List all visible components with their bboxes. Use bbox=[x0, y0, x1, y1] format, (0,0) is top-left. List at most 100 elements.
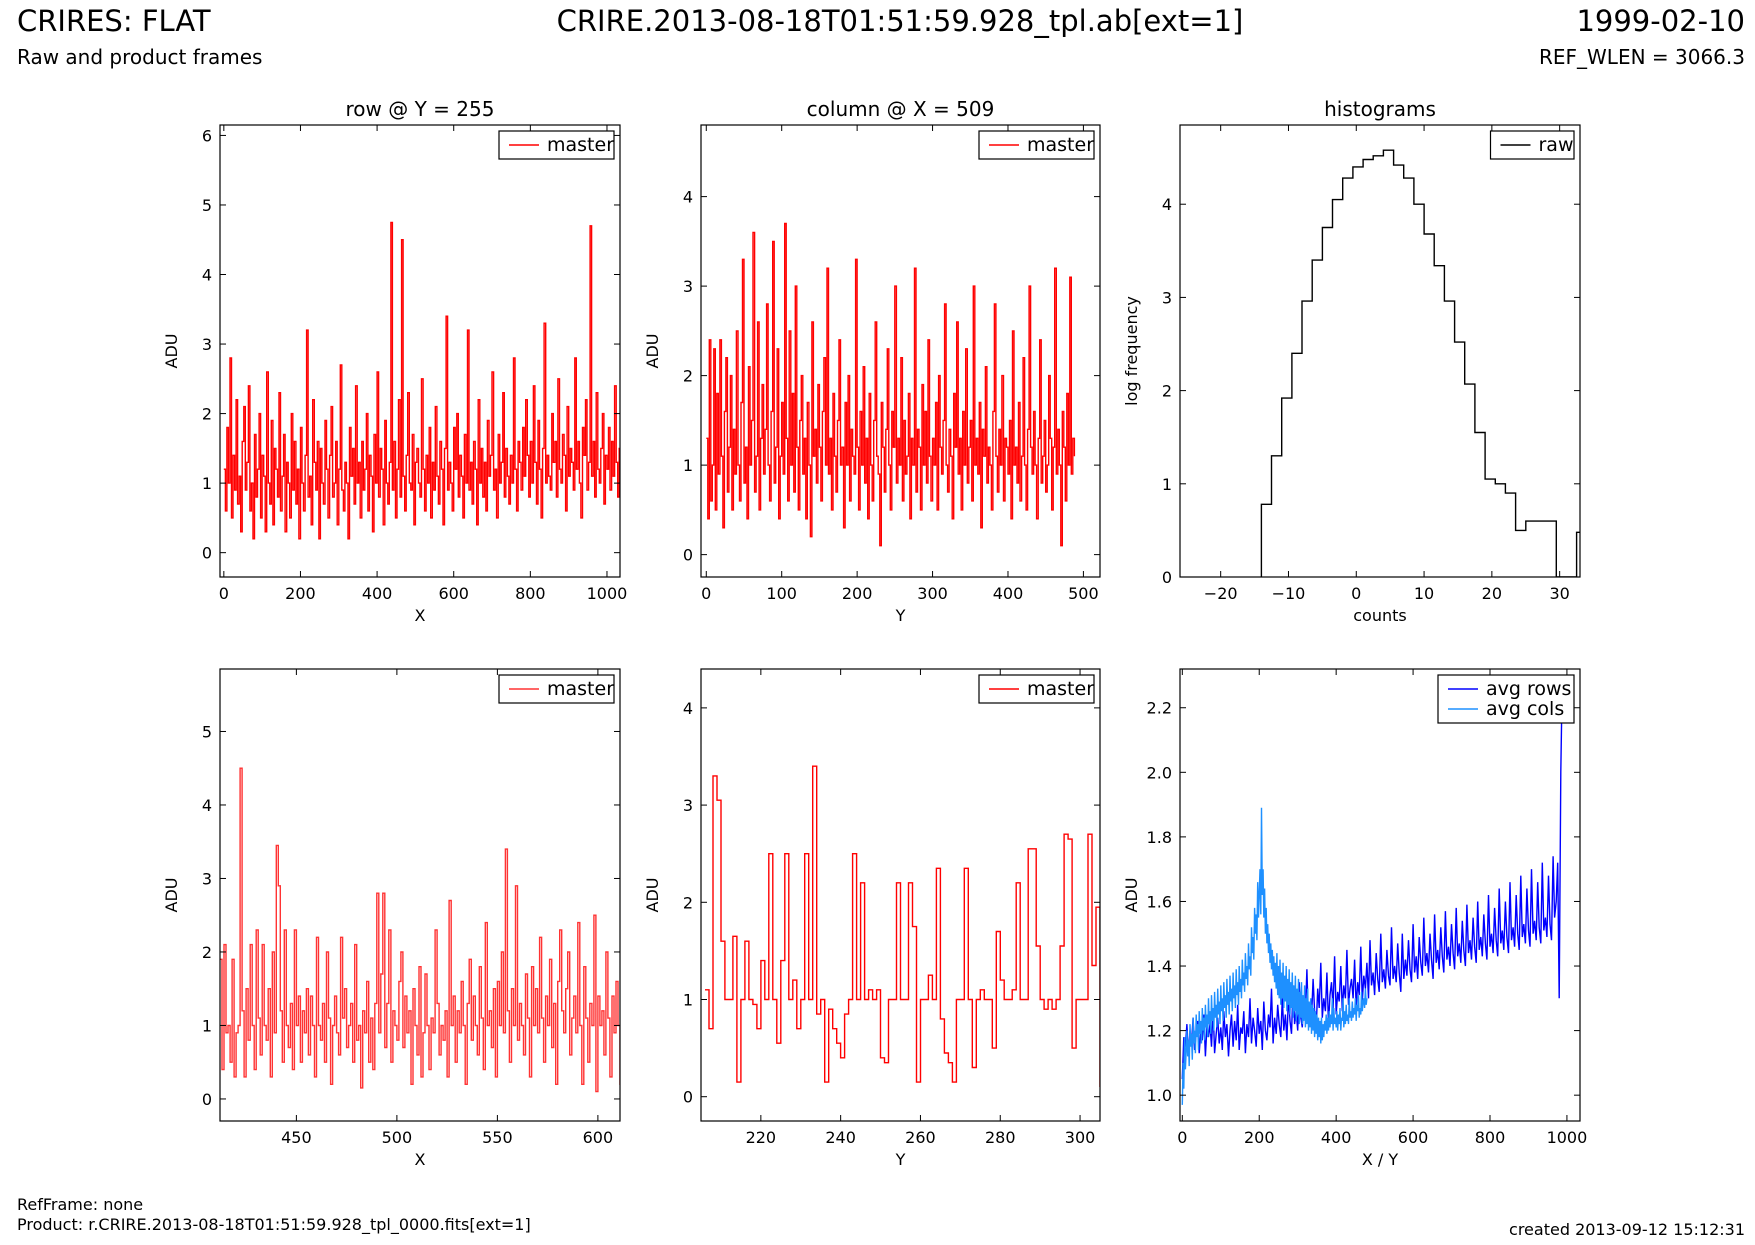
legend: master bbox=[978, 130, 1095, 160]
panel-averages: 0 200 400 600 800 1000 1.0 1.2 1.4 1.6 1.8 2.0 2.2 X … bbox=[1122, 668, 1587, 1169]
legend: master bbox=[978, 674, 1095, 704]
x-tick-label: −10 bbox=[1272, 584, 1306, 603]
ref-wlen-label: REF_WLEN = 3066.3 bbox=[1538, 45, 1745, 69]
legend-label: master bbox=[547, 134, 614, 156]
x-tick-label: 220 bbox=[746, 1128, 777, 1147]
y-axis-label: ADU bbox=[162, 334, 181, 369]
x-tick-label: 800 bbox=[1475, 1128, 1506, 1147]
series-line-master bbox=[220, 767, 620, 1093]
axes-frame bbox=[1179, 124, 1581, 578]
x-tick-label: 260 bbox=[905, 1128, 936, 1147]
legend-label: raw bbox=[1539, 134, 1574, 156]
x-axis-label: counts bbox=[1353, 606, 1406, 625]
x-axis-label: Y bbox=[895, 606, 906, 625]
panel-column-zoom: 220 240 260 280 300 0 1 2 3 4 Y ADU master bbox=[643, 668, 1101, 1169]
legend-label: master bbox=[1027, 134, 1094, 156]
y-tick-label: 1.6 bbox=[1147, 892, 1172, 911]
x-tick-label: 400 bbox=[993, 584, 1024, 603]
refframe-label: RefFrame: none bbox=[17, 1195, 144, 1214]
x-tick-label: 0 bbox=[1351, 584, 1361, 603]
x-tick-label: 400 bbox=[362, 584, 393, 603]
y-axis-label: ADU bbox=[643, 334, 662, 369]
y-tick-label: 0 bbox=[202, 544, 212, 563]
page-title: CRIRES: FLAT bbox=[17, 4, 211, 38]
chart-title: column @ X = 509 bbox=[807, 97, 995, 121]
y-tick-label: 3 bbox=[683, 277, 693, 296]
x-tick-label: 0 bbox=[701, 584, 711, 603]
axes-frame bbox=[700, 668, 1101, 1122]
product-label: Product: r.CRIRE.2013-08-18T01:51:59.928… bbox=[17, 1215, 531, 1234]
y-tick-label: 3 bbox=[683, 796, 693, 815]
x-tick-label: 200 bbox=[285, 584, 316, 603]
x-tick-label: 550 bbox=[482, 1128, 513, 1147]
y-axis-label: log frequency bbox=[1122, 296, 1141, 406]
x-tick-label: 400 bbox=[1321, 1128, 1352, 1147]
y-tick-label: 0 bbox=[683, 1088, 693, 1107]
axes-frame bbox=[700, 124, 1101, 578]
axes-frame bbox=[1179, 668, 1581, 1122]
x-axis-label: X / Y bbox=[1362, 1150, 1399, 1169]
y-tick-label: 3 bbox=[202, 869, 212, 888]
y-tick-label: 2.0 bbox=[1147, 763, 1172, 782]
x-axis-label: X bbox=[415, 606, 426, 625]
file-name: CRIRE.2013-08-18T01:51:59.928_tpl.ab[ext… bbox=[556, 4, 1244, 38]
series-line-master bbox=[706, 222, 1076, 547]
y-tick-label: 3 bbox=[202, 335, 212, 354]
y-tick-label: 4 bbox=[683, 699, 693, 718]
x-tick-label: 200 bbox=[1244, 1128, 1275, 1147]
y-tick-label: 2 bbox=[202, 943, 212, 962]
y-tick-label: 1 bbox=[683, 456, 693, 475]
axes-frame bbox=[219, 668, 621, 1122]
legend: master bbox=[498, 674, 615, 704]
y-axis-label: ADU bbox=[162, 878, 181, 913]
y-tick-label: 5 bbox=[202, 196, 212, 215]
x-axis-label: X bbox=[415, 1150, 426, 1169]
x-tick-label: 800 bbox=[515, 584, 546, 603]
y-tick-label: 0 bbox=[1162, 568, 1172, 587]
legend: raw bbox=[1489, 130, 1575, 160]
x-tick-label: 100 bbox=[766, 584, 797, 603]
x-tick-label: 500 bbox=[382, 1128, 413, 1147]
x-tick-label: 200 bbox=[842, 584, 873, 603]
y-tick-label: 1 bbox=[683, 990, 693, 1009]
series-line-master bbox=[705, 765, 1100, 1087]
y-tick-label: 4 bbox=[683, 188, 693, 207]
page-subtitle: Raw and product frames bbox=[17, 45, 263, 69]
y-tick-label: 2 bbox=[683, 893, 693, 912]
x-tick-label: 600 bbox=[1398, 1128, 1429, 1147]
y-tick-label: 6 bbox=[202, 126, 212, 145]
created-label: created 2013-09-12 15:12:31 bbox=[1509, 1220, 1745, 1239]
y-tick-label: 2 bbox=[683, 367, 693, 386]
y-tick-label: 0 bbox=[202, 1090, 212, 1109]
y-axis-label: ADU bbox=[1122, 878, 1141, 913]
y-tick-label: 2.2 bbox=[1147, 699, 1172, 718]
axes-frame bbox=[219, 124, 621, 578]
date-label: 1999-02-10 bbox=[1576, 4, 1745, 38]
x-axis-label: Y bbox=[895, 1150, 906, 1169]
y-tick-label: 5 bbox=[202, 722, 212, 741]
x-tick-label: 450 bbox=[281, 1128, 312, 1147]
x-tick-label: −20 bbox=[1204, 584, 1238, 603]
x-tick-label: 600 bbox=[438, 584, 469, 603]
series-line-master bbox=[223, 221, 620, 540]
y-tick-label: 0 bbox=[683, 546, 693, 565]
y-tick-label: 1.0 bbox=[1147, 1086, 1172, 1105]
x-tick-label: 600 bbox=[583, 1128, 614, 1147]
y-tick-label: 4 bbox=[1162, 195, 1172, 214]
panel-row-zoom: 450 500 550 600 0 1 2 3 4 5 X ADU master bbox=[162, 668, 621, 1169]
x-tick-label: 500 bbox=[1068, 584, 1099, 603]
chart-title: row @ Y = 255 bbox=[346, 97, 495, 121]
x-tick-label: 20 bbox=[1482, 584, 1502, 603]
y-tick-label: 1.4 bbox=[1147, 957, 1172, 976]
legend-label: master bbox=[547, 678, 614, 700]
series-line-raw bbox=[1260, 149, 1580, 577]
y-tick-label: 2 bbox=[202, 405, 212, 424]
x-tick-label: 10 bbox=[1414, 584, 1434, 603]
x-tick-label: 1000 bbox=[587, 584, 628, 603]
panel-hist: −20 −10 0 10 20 30 0 1 2 3 4 histograms counts log fr… bbox=[1122, 97, 1581, 625]
x-tick-label: 240 bbox=[825, 1128, 856, 1147]
x-tick-label: 300 bbox=[1065, 1128, 1096, 1147]
y-tick-label: 4 bbox=[202, 266, 212, 285]
